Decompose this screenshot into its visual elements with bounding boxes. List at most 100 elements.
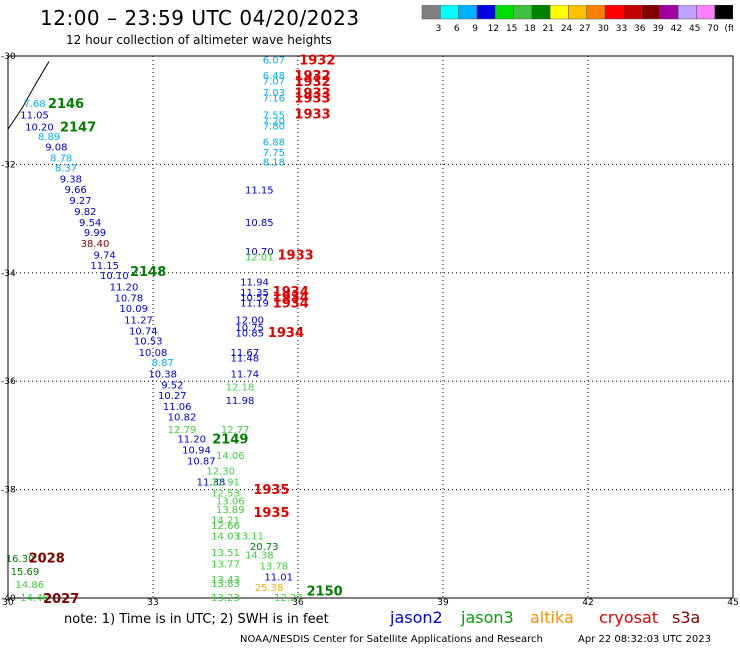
swh-value: 7.16 (263, 94, 285, 105)
swh-value: 11.01 (264, 572, 293, 583)
swh-value: 11.48 (231, 353, 260, 364)
swh-value: 12.01 (245, 253, 274, 264)
swh-value: 14.38 (245, 551, 274, 562)
swh-value: 13.43 (211, 575, 240, 586)
swh-value: 9.54 (79, 218, 101, 229)
track-label: 2150 (306, 584, 342, 599)
legend-jason2: jason2 (390, 608, 443, 627)
legend-altika: altika (530, 608, 574, 627)
swh-value: 11.20 (177, 435, 206, 446)
y-tick-label: -30 (1, 52, 16, 62)
swh-value: 13.51 (211, 548, 240, 559)
colorbar-label: 24 (561, 24, 573, 33)
colorbar-label: 15 (506, 24, 517, 33)
swh-value: 7.80 (263, 121, 285, 132)
swh-value: 10.38 (148, 370, 177, 381)
y-tick-label: -40 (1, 594, 16, 604)
x-tick-label: 45 (727, 598, 738, 605)
swh-value: 38.40 (81, 239, 110, 250)
credit-text: NOAA/NESDIS Center for Satellite Applica… (240, 634, 543, 645)
swh-value: 7.03 (263, 88, 285, 99)
swh-value: 10.74 (129, 326, 158, 337)
swh-value: 10.87 (187, 456, 216, 467)
colorbar-label: 9 (472, 24, 478, 33)
swh-value: 11.20 (110, 282, 139, 293)
colorbar-label: 70 (707, 24, 719, 33)
y-tick-label: -38 (1, 486, 16, 496)
swh-value: 16.30 (6, 554, 35, 565)
swh-value: 11.67 (231, 348, 260, 359)
swh-value: 14.86 (15, 580, 44, 591)
note-text: note: 1) Time is in UTC; 2) SWH is in fe… (64, 612, 329, 627)
colorbar-label: 6 (454, 24, 460, 33)
swh-value: 12.53 (211, 488, 240, 499)
track-label: 1934 (268, 326, 304, 341)
colorbar-swatch (714, 5, 733, 20)
swh-value: 9.82 (74, 207, 96, 218)
swh-value: 11.98 (226, 396, 255, 407)
track-label: 1933 (294, 92, 330, 107)
x-tick-label: 36 (292, 598, 304, 605)
legend-s3a: s3a (672, 608, 701, 627)
swh-value: 10.70 (245, 247, 274, 258)
swh-value: 9.08 (45, 143, 67, 154)
y-tick-label: -34 (1, 269, 16, 279)
swh-value: 25.38 (255, 583, 284, 594)
track-label: 1935 (253, 483, 289, 498)
map-title: 12:00 – 23:59 UTC 04/20/2023 (40, 6, 360, 30)
x-tick-label: 33 (147, 598, 158, 605)
swh-value: 11.15 (90, 261, 119, 272)
track-label: 2149 (212, 433, 248, 448)
swh-value: 12.77 (221, 425, 250, 436)
swh-value: 10.57 (240, 293, 269, 304)
track-label: 2146 (48, 97, 84, 112)
swh-value: 8.37 (55, 164, 77, 175)
swh-value: 12.00 (235, 315, 264, 326)
swh-value: 14.48 (20, 593, 49, 604)
swh-value: 9.66 (65, 185, 87, 196)
swh-value: 9.99 (84, 228, 106, 239)
y-tick-label: -36 (1, 377, 16, 387)
swh-value: 10.08 (139, 348, 168, 359)
swh-value: 7.75 (263, 148, 285, 159)
swh-value: 10.27 (158, 391, 187, 402)
swh-value: 10.85 (235, 328, 264, 339)
swh-value: 6.88 (263, 138, 285, 149)
colorbar-label: 12 (488, 24, 499, 33)
swh-value: 12.79 (168, 425, 197, 436)
swh-value: 13.06 (216, 496, 245, 507)
swh-value: 13.78 (260, 561, 289, 572)
map-subtitle: 12 hour collection of altimeter wave hei… (66, 33, 332, 47)
swh-value: 10.10 (100, 271, 129, 282)
swh-value: 13.77 (211, 559, 240, 570)
swh-value: 10.82 (168, 412, 197, 423)
swh-value: 12.91 (211, 477, 240, 488)
colorbar-label: 45 (689, 24, 700, 33)
swh-value: 14.21 (211, 515, 240, 526)
track-label: 1933 (277, 248, 313, 263)
track-label: 2028 (29, 551, 65, 566)
swh-value: 7.20 (263, 116, 285, 127)
legend-jason3: jason3 (461, 608, 514, 627)
track-label: 1933 (294, 86, 330, 101)
map-frame (7, 55, 734, 599)
swh-value: 6.07 (263, 55, 285, 66)
swh-value: 13.23 (211, 593, 240, 604)
track-label: 1932 (299, 53, 335, 68)
coastline (7, 61, 50, 130)
track-label: 1934 (273, 291, 309, 306)
colorbar-label: 3 (436, 24, 442, 33)
swh-value: 7.07 (263, 76, 285, 87)
swh-value: 9.74 (94, 250, 116, 261)
colorbar-label: (ft) (724, 24, 733, 33)
swh-value: 11.35 (240, 288, 269, 299)
swh-value: 14.06 (216, 451, 245, 462)
swh-value: 13.83 (211, 579, 240, 590)
swh-value: 11.19 (240, 299, 269, 310)
swh-value: 9.52 (161, 380, 183, 391)
swh-value: 8.89 (38, 132, 60, 143)
swh-value: 11.15 (245, 185, 274, 196)
swh-value: 12.30 (206, 467, 235, 478)
track-label: 1935 (253, 506, 289, 521)
track-label: 1933 (294, 107, 330, 122)
